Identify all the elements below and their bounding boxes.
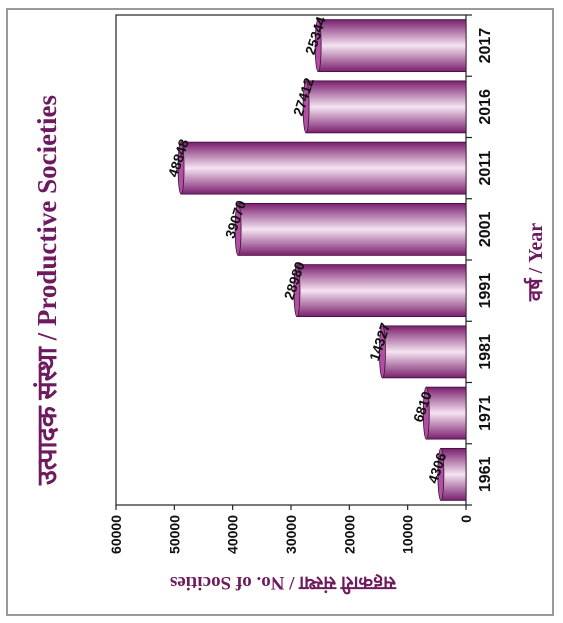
bar-1961 [440,447,467,501]
bar-2016 [305,80,467,134]
y-axis-label: सहकारी संस्था / No. of Socities [170,572,397,595]
bar-cap-2016 [302,80,310,134]
x-tick-label: 1961 [477,456,494,492]
bar-1971 [425,386,467,440]
y-tick-label: 40000 [225,515,241,554]
bar-cap-1981 [379,325,386,379]
x-tick-label: 1971 [477,395,494,431]
y-tick-label: 0 [458,515,474,523]
bar-cap-2011 [177,141,185,195]
x-tick-label: 2016 [477,89,494,125]
x-tick-label: 2017 [477,28,494,64]
x-tick-label: 2011 [477,151,494,186]
chart-title: उत्पादक संस्था / Productive Societies [32,95,62,486]
bar-cap-1961 [437,447,445,501]
x-tick-label: 1981 [477,334,494,370]
y-tick-label: 50000 [166,515,182,554]
bar-cap-1991 [293,264,301,318]
bar-2017 [317,19,467,73]
y-tick-label: 20000 [341,515,357,554]
bar-cap-2017 [314,19,322,73]
bar-cap-1971 [422,386,430,440]
y-tick-label: 60000 [108,515,124,554]
x-axis-label: वर्ष / Year [523,223,547,302]
y-tick-label: 30000 [283,515,299,554]
y-tick-label: 10000 [400,515,416,554]
x-tick-label: 2001 [477,211,494,247]
bar-1981 [382,325,467,379]
bar-2011 [180,141,467,195]
x-tick-label: 1991 [477,273,494,309]
bar-cap-2001 [234,202,242,256]
bar-2001 [237,202,467,256]
bar-1991 [296,264,467,318]
